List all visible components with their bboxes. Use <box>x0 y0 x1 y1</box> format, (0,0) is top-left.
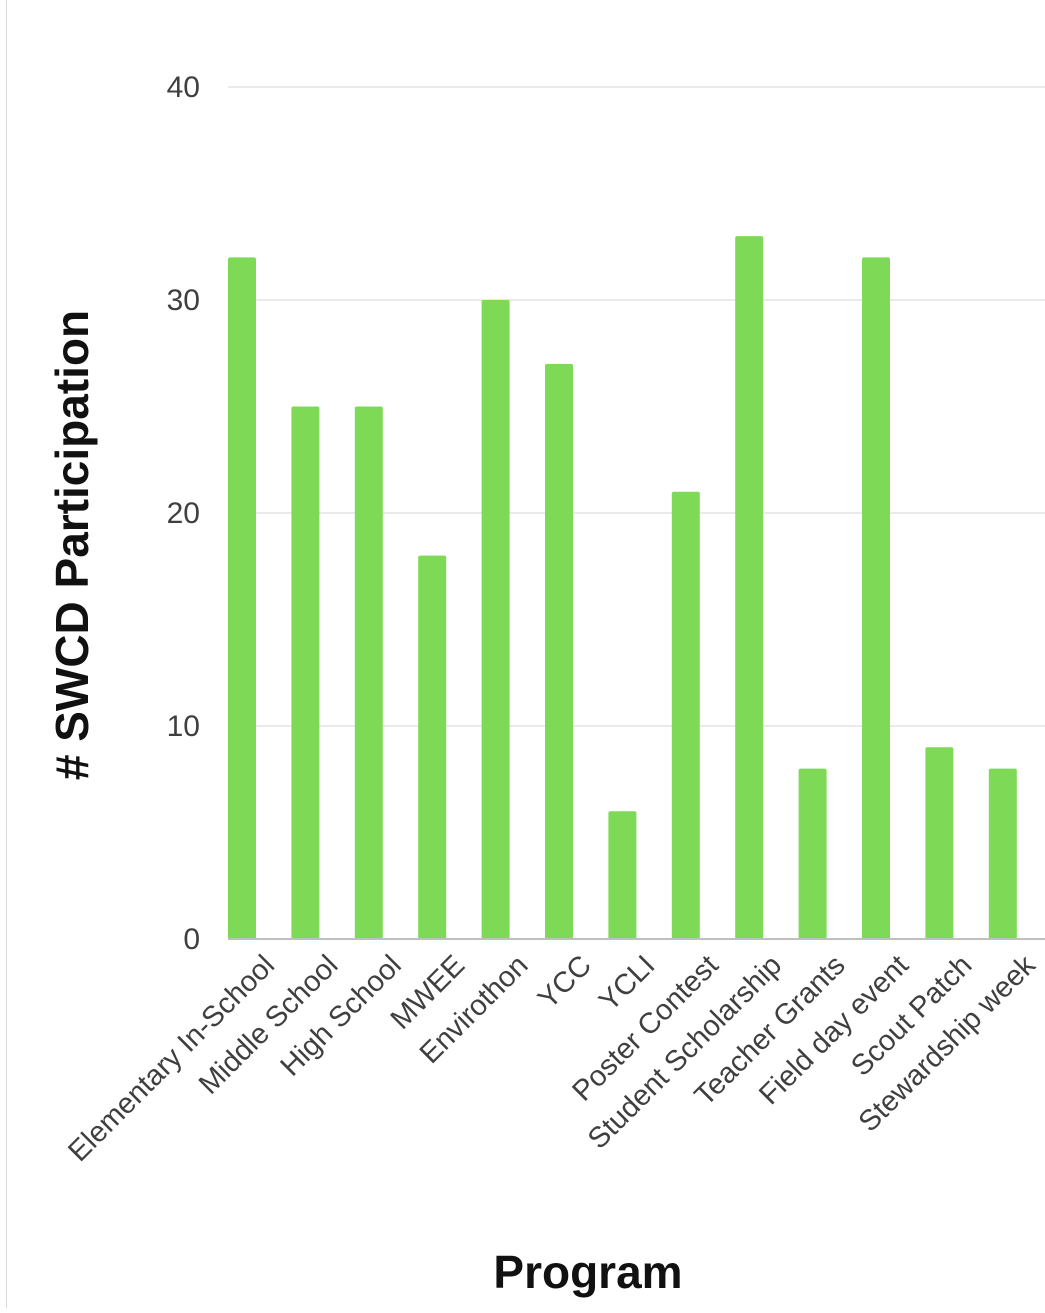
y-tick-label: 20 <box>167 497 200 530</box>
frame-left-border <box>6 0 7 1308</box>
y-tick-label: 10 <box>167 710 200 743</box>
y-axis-title: # SWCD Participation <box>46 310 98 780</box>
bar-field-day-event <box>862 257 890 939</box>
bar-student-scholarship <box>735 236 764 940</box>
gridlines <box>228 86 1045 727</box>
bar-middle-school <box>291 406 320 939</box>
x-tick-label: YCC <box>532 949 598 1015</box>
y-tick-label: 30 <box>167 284 200 317</box>
bar-envirothon <box>481 300 510 939</box>
bar-mwee <box>418 555 447 939</box>
x-axis-title: Program <box>493 1246 682 1298</box>
bar-ycc <box>545 363 573 939</box>
y-axis-ticks: 0 10 20 30 40 <box>167 71 200 956</box>
bar-teacher-grants <box>798 768 827 939</box>
bars <box>228 236 1017 940</box>
bar-high-school <box>354 406 383 939</box>
y-tick-label: 0 <box>183 923 200 956</box>
bar-ycli <box>608 811 637 939</box>
bar-stewardship-week <box>988 768 1017 939</box>
bar-poster-contest <box>671 491 700 939</box>
bar-elementary-in-school <box>228 257 256 939</box>
bar-scout-patch <box>925 747 954 939</box>
y-tick-label: 40 <box>167 71 200 104</box>
